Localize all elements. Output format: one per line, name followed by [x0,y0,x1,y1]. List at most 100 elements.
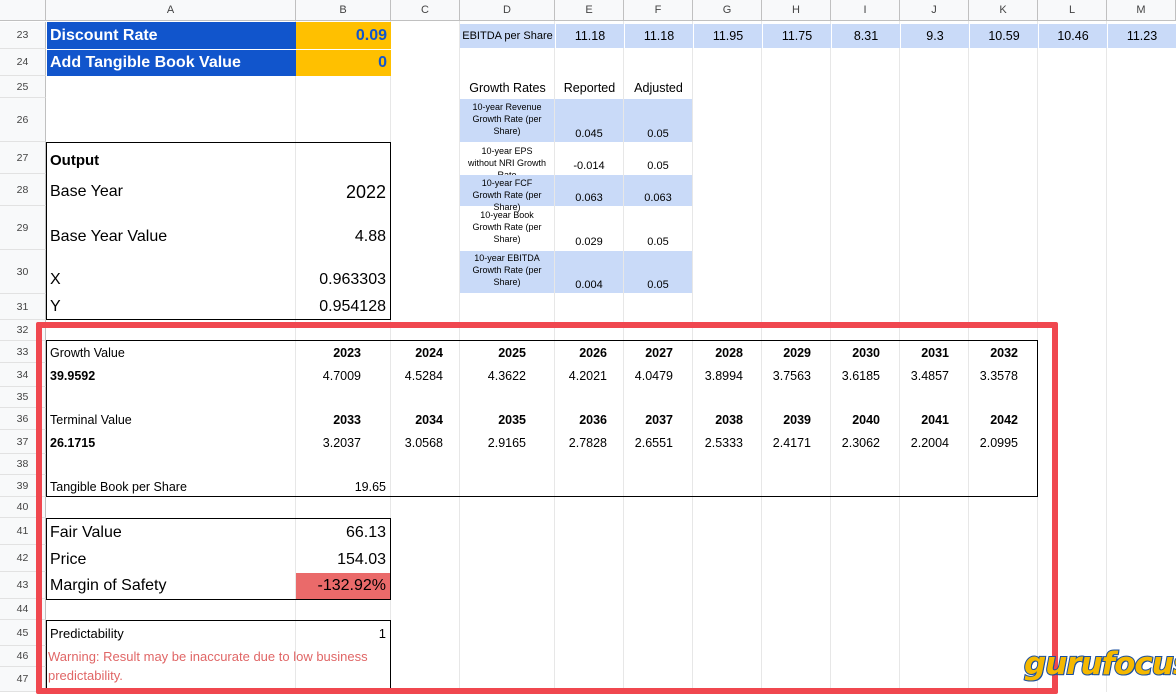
ebitda-value[interactable]: 11.75 [762,24,831,48]
column-header-k[interactable]: K [969,0,1038,21]
growth-value[interactable]: 3.7563 [772,368,811,383]
growth-value[interactable]: 3.8994 [704,368,743,383]
terminal-value[interactable]: 2.5333 [704,435,743,450]
growth-year[interactable]: 2032 [990,345,1018,360]
column-header-e[interactable]: E [555,0,624,21]
terminal-value[interactable]: 2.6551 [634,435,673,450]
growth-rate-label[interactable]: 10-year Revenue Growth Rate (per Share) [460,99,554,142]
row-header-44[interactable]: 44 [0,599,46,620]
column-header-a[interactable]: A [46,0,296,21]
growth-value-label[interactable]: Growth Value [50,345,125,360]
terminal-value-label[interactable]: Terminal Value [50,412,132,427]
growth-rate-label[interactable]: 10-year Book Growth Rate (per Share) [472,210,542,244]
ebitda-value[interactable]: 11.23 [1107,24,1176,48]
growth-rate-label[interactable]: 10-year EBITDA Growth Rate (per Share) [460,251,554,293]
growth-value[interactable]: 4.0479 [634,368,673,383]
row-header-47[interactable]: 47 [0,667,46,692]
growth-rate-reported[interactable]: -0.014 [573,160,605,172]
terminal-year[interactable]: 2035 [498,412,526,427]
terminal-value[interactable]: 2.3062 [841,435,880,450]
growth-year[interactable]: 2027 [645,345,673,360]
tangible-book-label[interactable]: Add Tangible Book Value [47,49,296,76]
row-header-33[interactable]: 33 [0,341,46,363]
growth-value[interactable]: 4.5284 [404,368,443,383]
row-header-29[interactable]: 29 [0,206,46,250]
terminal-year[interactable]: 2042 [990,412,1018,427]
ebitda-value[interactable]: 11.18 [555,24,624,48]
row-header-28[interactable]: 28 [0,174,46,206]
growth-rate-adjusted[interactable]: 0.05 [647,160,669,172]
corner-cell[interactable] [0,0,46,21]
growth-year[interactable]: 2028 [715,345,743,360]
output-title[interactable]: Output [50,152,100,169]
growth-value[interactable]: 4.7009 [322,368,361,383]
growth-year[interactable]: 2030 [852,345,880,360]
discount-rate-label[interactable]: Discount Rate [47,22,296,49]
tangible-book-per-share-label[interactable]: Tangible Book per Share [50,479,187,494]
growth-rate-adjusted[interactable]: 0.05 [624,99,692,142]
growth-year[interactable]: 2025 [498,345,526,360]
row-header-32[interactable]: 32 [0,320,46,341]
column-header-j[interactable]: J [900,0,969,21]
terminal-value[interactable]: 3.0568 [404,435,443,450]
terminal-year[interactable]: 2039 [783,412,811,427]
row-header-46[interactable]: 46 [0,646,46,667]
growth-year[interactable]: 2023 [333,345,361,360]
terminal-year[interactable]: 2040 [852,412,880,427]
growth-value-total[interactable]: 39.9592 [50,368,96,383]
predictability-warning[interactable]: Warning: Result may be inaccurate due to… [48,649,368,683]
terminal-year[interactable]: 2037 [645,412,673,427]
base-year-value[interactable]: 2022 [345,181,386,202]
y-value[interactable]: 0.954128 [319,298,386,315]
growth-rate-reported[interactable]: 0.004 [555,251,623,293]
terminal-value[interactable]: 2.2004 [910,435,949,450]
column-header-f[interactable]: F [624,0,693,21]
growth-year[interactable]: 2024 [415,345,443,360]
column-header-b[interactable]: B [296,0,391,21]
margin-of-safety-value[interactable]: -132.92% [296,573,390,599]
terminal-year[interactable]: 2036 [579,412,607,427]
x-label[interactable]: X [50,271,61,288]
adjusted-header[interactable]: Adjusted [634,80,683,95]
column-header-d[interactable]: D [460,0,555,21]
row-header-23[interactable]: 23 [0,22,46,49]
growth-year[interactable]: 2026 [579,345,607,360]
growth-rate-reported[interactable]: 0.063 [555,175,623,206]
price-value[interactable]: 154.03 [337,550,386,568]
growth-value[interactable]: 3.3578 [979,368,1018,383]
row-header-30[interactable]: 30 [0,250,46,294]
ebitda-value[interactable]: 10.59 [969,24,1038,48]
growth-year[interactable]: 2031 [921,345,949,360]
growth-value[interactable]: 3.4857 [910,368,949,383]
ebitda-label[interactable]: EBITDA per Share [460,24,555,48]
terminal-value[interactable]: 2.9165 [487,435,526,450]
row-header-41[interactable]: 41 [0,518,46,545]
terminal-year[interactable]: 2034 [415,412,443,427]
predictability-label[interactable]: Predictability [50,625,124,641]
ebitda-value[interactable]: 8.31 [831,24,900,48]
row-header-27[interactable]: 27 [0,142,46,174]
reported-header[interactable]: Reported [563,80,616,95]
growth-rate-label[interactable]: 10-year EPS without NRI Growth Rate [467,146,547,180]
discount-rate-value[interactable]: 0.09 [296,22,391,49]
growth-value[interactable]: 4.3622 [487,368,526,383]
terminal-value-total[interactable]: 26.1715 [50,435,96,450]
row-header-25[interactable]: 25 [0,76,46,98]
row-header-24[interactable]: 24 [0,49,46,76]
price-label[interactable]: Price [50,550,87,568]
growth-value[interactable]: 4.2021 [568,368,607,383]
terminal-value[interactable]: 3.2037 [322,435,361,450]
terminal-value[interactable]: 2.0995 [979,435,1018,450]
column-header-h[interactable]: H [762,0,831,21]
row-header-38[interactable]: 38 [0,454,46,475]
tangible-book-per-share-value[interactable]: 19.65 [354,479,386,494]
margin-of-safety-label[interactable]: Margin of Safety [50,577,167,594]
column-header-g[interactable]: G [693,0,762,21]
base-year-value-label[interactable]: Base Year Value [50,228,168,245]
row-header-43[interactable]: 43 [0,572,46,599]
column-header-i[interactable]: I [831,0,900,21]
terminal-value[interactable]: 2.7828 [568,435,607,450]
ebitda-value[interactable]: 11.18 [624,24,693,48]
ebitda-value[interactable]: 9.3 [900,24,969,48]
fair-value[interactable]: 66.13 [345,523,386,541]
